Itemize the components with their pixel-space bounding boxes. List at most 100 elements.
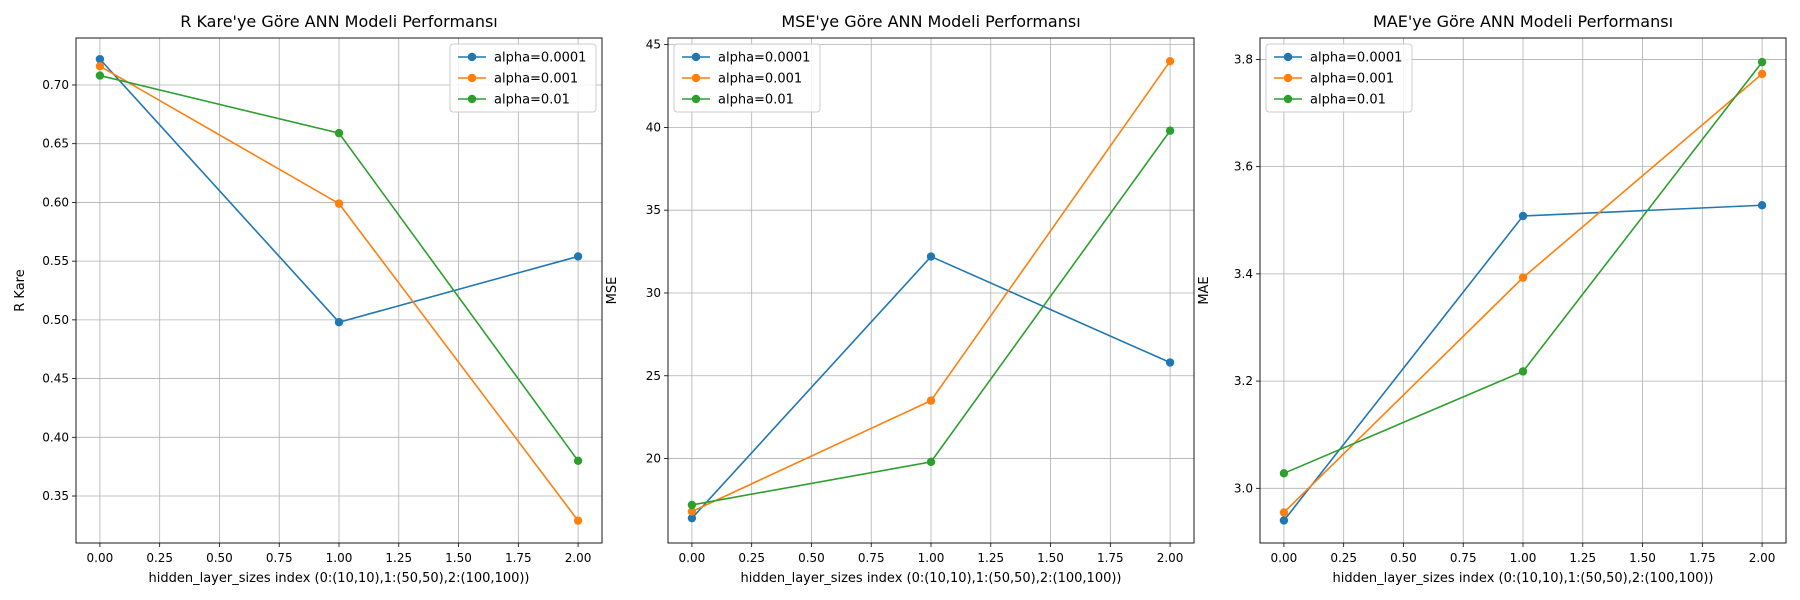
chart-title-mse: MSE'ye Göre ANN Modeli Performansı: [781, 12, 1080, 31]
data-point: [334, 128, 344, 138]
data-point: [334, 318, 344, 327]
legend-swatch-marker: [1283, 94, 1293, 104]
data-point: [1165, 358, 1175, 367]
legend-swatch-marker: [691, 52, 701, 62]
legend-label: alpha=0.001: [718, 72, 802, 87]
x-tick-label: 1.75: [1097, 551, 1124, 565]
y-tick-label: 0.65: [42, 137, 69, 151]
y-tick-label: 3.8: [1234, 52, 1253, 66]
y-axis-label: MSE: [605, 277, 620, 305]
legend-label: alpha=0.001: [1310, 72, 1394, 87]
y-tick-label: 0.40: [42, 430, 69, 444]
legend-label: alpha=0.0001: [494, 51, 586, 66]
data-point: [1757, 57, 1767, 67]
x-tick-label: 0.00: [1271, 551, 1298, 565]
legend: alpha=0.0001 alpha=0.001 alpha=0.01: [1265, 43, 1413, 113]
x-tick-label: 0.50: [798, 551, 825, 565]
legend-swatch-marker: [467, 73, 477, 83]
data-point: [926, 457, 936, 467]
data-point: [573, 516, 583, 525]
data-point: [95, 61, 105, 71]
data-point: [687, 513, 697, 523]
x-tick-label: 1.00: [326, 551, 353, 565]
x-axis-label: hidden_layer_sizes index (0:(10,10),1:(5…: [1333, 571, 1714, 586]
x-tick-label: 1.00: [918, 551, 945, 565]
data-point: [687, 500, 697, 510]
plot-frame: [75, 37, 603, 544]
y-tick-label: 0.50: [42, 313, 69, 327]
x-tick-label: 1.25: [1569, 551, 1596, 565]
legend-box: [673, 43, 821, 113]
legend-label: alpha=0.001: [494, 72, 578, 87]
x-tick-label: 0.00: [679, 551, 706, 565]
data-point: [926, 396, 936, 405]
data-point: [1518, 273, 1528, 282]
legend-swatch-marker: [691, 73, 701, 83]
x-tick-label: 1.50: [445, 551, 472, 565]
y-tick-label: 0.70: [42, 78, 69, 92]
data-point: [1757, 201, 1767, 210]
y-tick-label: 35: [646, 203, 661, 217]
y-tick-label: 3.4: [1234, 267, 1253, 281]
legend: alpha=0.0001 alpha=0.001 alpha=0.01: [449, 43, 597, 113]
y-tick-label: 3.6: [1234, 160, 1253, 174]
chart-mse: 0.00 0.25 0.50 0.75 1.00 1.25 1.50 1.75 2.00 20 25…: [605, 12, 1195, 586]
y-tick-label: 0.60: [42, 195, 69, 209]
y-tick-label: 25: [646, 369, 661, 383]
legend-swatch-marker: [1283, 52, 1293, 62]
y-tick-label: 20: [646, 452, 661, 466]
x-tick-label: 0.50: [1390, 551, 1417, 565]
chart-title-r-kare: R Kare'ye Göre ANN Modeli Performansı: [180, 12, 498, 31]
y-tick-label: 40: [646, 120, 661, 134]
x-tick-label: 0.75: [266, 551, 293, 565]
data-point: [573, 456, 583, 465]
x-tick-label: 0.75: [858, 551, 885, 565]
x-tick-label: 0.75: [1450, 551, 1477, 565]
x-tick-label: 0.00: [87, 551, 114, 565]
data-point: [1279, 508, 1289, 517]
legend-label: alpha=0.01: [494, 93, 570, 108]
x-tick-label: 1.50: [1629, 551, 1656, 565]
x-tick-label: 1.00: [1510, 551, 1537, 565]
y-tick-label: 0.35: [42, 489, 69, 503]
x-tick-label: 0.25: [738, 551, 765, 565]
data-point: [687, 507, 697, 516]
legend-label: alpha=0.01: [1310, 93, 1386, 108]
legend-swatch-marker: [467, 94, 477, 104]
data-point: [1165, 56, 1175, 66]
data-point: [95, 71, 105, 80]
x-tick-label: 0.50: [206, 551, 233, 565]
x-tick-label: 0.25: [1330, 551, 1357, 565]
chart-mae: 0.00 0.25 0.50 0.75 1.00 1.25 1.50 1.75 2.00 3.0 3…: [1197, 12, 1787, 586]
legend-label: alpha=0.01: [718, 93, 794, 108]
legend-box: [1265, 43, 1413, 113]
x-tick-label: 1.50: [1037, 551, 1064, 565]
y-axis-label: MAE: [1197, 276, 1212, 304]
y-tick-label: 3.0: [1234, 481, 1253, 495]
x-tick-label: 1.25: [977, 551, 1004, 565]
data-point: [926, 252, 936, 261]
data-point: [1165, 126, 1175, 135]
x-tick-label: 2.00: [1157, 551, 1184, 565]
chart-r-kare: 0.00 0.25 0.50 0.75 1.00 1.25 1.50 1.75 2.00 0.35…: [13, 12, 603, 586]
x-tick-label: 0.25: [146, 551, 173, 565]
plot-frame: [667, 37, 1195, 544]
y-tick-label: 0.45: [42, 372, 69, 386]
x-tick-label: 1.25: [385, 551, 412, 565]
x-tick-label: 1.75: [1689, 551, 1716, 565]
x-axis-label: hidden_layer_sizes index (0:(10,10),1:(5…: [149, 571, 530, 586]
legend-box: [449, 43, 597, 113]
plot-frame: [1259, 37, 1787, 544]
data-point: [334, 199, 344, 208]
data-point: [1518, 367, 1528, 376]
y-axis-label: R Kare: [13, 269, 28, 312]
legend-swatch-marker: [1283, 73, 1293, 83]
data-point: [1757, 69, 1767, 79]
data-point: [573, 252, 583, 261]
chart-title-mae: MAE'ye Göre ANN Modeli Performansı: [1373, 12, 1673, 31]
legend-swatch-marker: [691, 94, 701, 104]
legend-label: alpha=0.0001: [718, 51, 810, 66]
data-point: [1279, 469, 1289, 478]
y-tick-label: 45: [646, 38, 661, 52]
